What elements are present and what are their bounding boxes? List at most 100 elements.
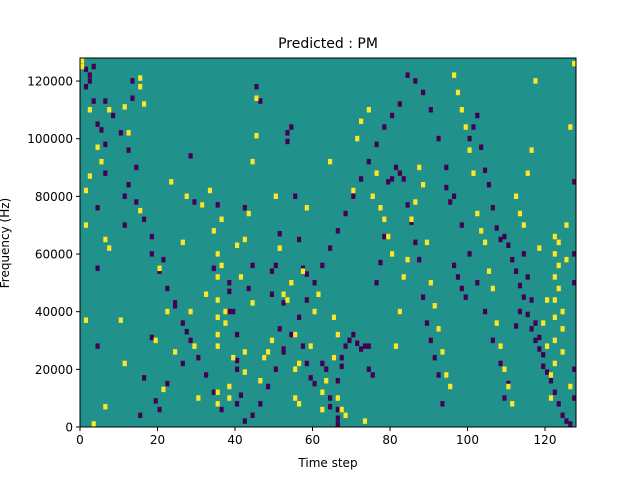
heatmap-cell-high (362, 418, 368, 424)
heatmap-cell-high (238, 274, 244, 280)
heatmap-cell-low (397, 101, 402, 107)
heatmap-cell-low (304, 360, 309, 367)
heatmap-cell-high (83, 187, 89, 194)
heatmap-cell-low (390, 112, 395, 119)
heatmap-cell-high (556, 239, 561, 246)
y-tick-label: 80000 (35, 190, 73, 204)
heatmap-cell-high (304, 205, 309, 211)
heatmap-cell-low (421, 294, 426, 300)
heatmap-cell-high (138, 207, 143, 214)
heatmap-cell-low (235, 401, 240, 407)
heatmap-cell-low (149, 334, 154, 341)
heatmap-cell-low (572, 366, 577, 372)
heatmap-cell-high (281, 291, 286, 297)
heatmap-cell-high (184, 193, 189, 199)
heatmap-cell-low (502, 233, 507, 240)
heatmap-cell-high (521, 222, 526, 228)
heatmap-cell-high (490, 285, 495, 292)
heatmap-cell-low (320, 360, 325, 367)
heatmap-cell-low (246, 285, 251, 292)
heatmap-cell-high (440, 349, 445, 355)
heatmap-cell-low (475, 112, 480, 119)
heatmap-cell-low (235, 357, 240, 364)
heatmap-cell-low (180, 360, 185, 367)
heatmap-cell-high (331, 314, 337, 321)
heatmap-cell-low (300, 343, 306, 349)
heatmap-cell-low (308, 375, 313, 381)
heatmap-cell-high (138, 75, 143, 81)
x-tick-label: 20 (150, 433, 165, 447)
heatmap-cell-high (564, 222, 569, 228)
heatmap-cell-low (494, 225, 499, 231)
heatmap-cell-low (297, 236, 302, 243)
heatmap-cell-high (560, 326, 565, 332)
heatmap-cell-high (142, 101, 147, 107)
heatmap-cell-low (452, 262, 457, 269)
heatmap-background (80, 58, 576, 427)
heatmap-cell-low (428, 337, 433, 344)
heatmap-cell-low (378, 259, 383, 266)
heatmap-cell-low (521, 251, 526, 257)
heatmap-cell-high (266, 349, 271, 355)
heatmap-cell-low (490, 337, 495, 344)
heatmap-cell-high (242, 349, 247, 355)
heatmap-cell-high (215, 389, 220, 395)
heatmap-cell-high (568, 124, 573, 130)
heatmap-cell-low (475, 279, 480, 286)
heatmap-cell-low (463, 294, 468, 300)
heatmap-cell-low (289, 331, 294, 338)
heatmap-cell-high (374, 170, 379, 176)
heatmap-cell-high (529, 147, 534, 153)
heatmap-cell-high (107, 245, 112, 251)
heatmap-cell-low (366, 343, 371, 349)
heatmap-cell-low (339, 354, 344, 361)
heatmap-cell-low (250, 262, 255, 269)
y-tick-label: 0 (65, 421, 73, 435)
heatmap-cell-low (215, 202, 220, 208)
heatmap-cell-high (424, 239, 430, 246)
heatmap-cell-high (246, 210, 251, 217)
heatmap-cell-high (204, 291, 209, 297)
heatmap-cell-high (552, 251, 557, 257)
heatmap-cell-high (343, 412, 348, 419)
heatmap-cell-low (548, 377, 554, 384)
heatmap-cell-low (506, 380, 511, 387)
x-tick-label: 0 (76, 433, 84, 447)
heatmap-cell-high (455, 89, 461, 96)
heatmap-cell-low (421, 89, 426, 96)
heatmap-cell-low (568, 421, 573, 427)
heatmap-cell-high (514, 193, 519, 199)
heatmap-cell-low (339, 363, 344, 370)
heatmap-cell-low (157, 406, 162, 413)
heatmap-cell-high (552, 274, 557, 280)
heatmap-cell-high (122, 360, 127, 367)
heatmap-cell-high (452, 72, 457, 78)
heatmap-cell-high (401, 274, 406, 280)
heatmap-cell-high (506, 383, 511, 390)
heatmap-cell-low (273, 366, 278, 372)
heatmap-cell-high (552, 360, 557, 367)
heatmap-cell-high (227, 395, 232, 401)
heatmap-cell-high (300, 268, 306, 274)
heatmap-cell-low (471, 124, 476, 130)
heatmap-cell-high (552, 314, 557, 321)
heatmap-cell-high (231, 354, 236, 361)
heatmap-cell-high (552, 233, 557, 240)
heatmap-cell-high (560, 308, 565, 315)
heatmap-cell-low (126, 181, 131, 188)
heatmap-cell-low (180, 320, 185, 326)
heatmap-cell-high (80, 63, 85, 70)
heatmap-cell-high (479, 228, 484, 234)
heatmap-cell-high (335, 395, 340, 401)
heatmap-cell-high (324, 377, 329, 384)
heatmap-cell-high (545, 343, 550, 349)
heatmap-cell-low (537, 334, 542, 341)
heatmap-cell-high (459, 107, 464, 113)
heatmap-cell-low (405, 72, 410, 78)
heatmap-cell-high (428, 279, 433, 286)
y-axis-label: Frequency (Hz) (0, 198, 12, 289)
heatmap-cell-low (99, 127, 104, 133)
heatmap-cell-low (254, 83, 259, 90)
heatmap-cell-high (180, 239, 185, 246)
heatmap-cell-high (242, 369, 247, 375)
